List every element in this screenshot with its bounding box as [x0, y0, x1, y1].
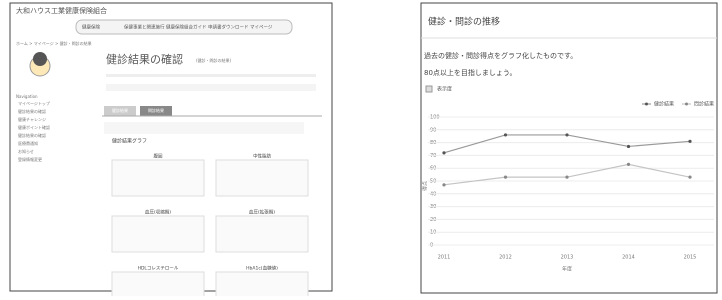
- nav-item[interactable]: 保健事業と関連施行: [124, 24, 165, 31]
- point: [627, 145, 630, 148]
- legend-marker: [645, 103, 648, 106]
- left-page: 大和ハウス工業健康保険組合 健康保険 保健事業と関連施行健康保険組合ガイド申請書ダ…: [10, 3, 332, 296]
- breadcrumb: ホーム > マイページ > 健診・問診の結果: [16, 40, 92, 46]
- mini-chart-frame: [112, 160, 204, 196]
- description: 80点以上を目指しましょう。: [424, 68, 517, 77]
- x-tick-label: 2011: [438, 255, 451, 261]
- mini-chart-title: 中性脂肪: [253, 153, 271, 160]
- page-subtitle: (健診・問診の結果): [196, 57, 232, 63]
- x-tick-label: 2015: [684, 255, 697, 261]
- sidebar-item[interactable]: 健診結果の確認: [18, 132, 46, 138]
- frame: [421, 3, 717, 293]
- mini-chart-frame: [216, 160, 308, 196]
- sidebar-item[interactable]: お知らせ: [18, 148, 34, 154]
- y-axis-label: 得点: [422, 181, 429, 191]
- panel-title: 健診・問診の推移: [428, 16, 500, 28]
- tab-label[interactable]: 問診結果: [148, 107, 164, 113]
- note: [104, 122, 304, 134]
- point: [504, 133, 507, 136]
- mini-chart-title: HDLコレステロール: [138, 266, 179, 272]
- sidebar-item[interactable]: 健康チャレンジ: [18, 116, 46, 122]
- legend-label[interactable]: 問診結果: [694, 101, 714, 108]
- page: 大和ハウス工業健康保険組合 健康保険 保健事業と関連施行健康保険組合ガイド申請書ダ…: [0, 0, 722, 296]
- point: [688, 176, 691, 179]
- x-tick-label: 2012: [499, 255, 512, 261]
- x-axis-label: 年度: [562, 266, 572, 273]
- point: [504, 176, 507, 179]
- point: [442, 151, 445, 154]
- mini-chart-title: 腹囲: [154, 153, 163, 160]
- screen: 大和ハウス工業健康保険組合 健康保険 保健事業と関連施行健康保険組合ガイド申請書ダ…: [0, 0, 722, 296]
- toggle-label[interactable]: 表示度: [437, 86, 452, 93]
- point: [627, 163, 630, 166]
- point: [442, 183, 445, 186]
- toggle-box[interactable]: [426, 86, 432, 92]
- description: 過去の健診・問診得点をグラフ化したものです。: [424, 51, 577, 60]
- graph-heading: 健診結果グラフ: [112, 138, 147, 145]
- point: [565, 176, 568, 179]
- point: [688, 140, 691, 143]
- mini-chart-title: 血圧(拡張期): [249, 209, 275, 216]
- sidebar-item[interactable]: 登録情報変更: [18, 156, 42, 162]
- x-tick-label: 2013: [561, 255, 574, 261]
- page-title: 健診結果の確認: [106, 52, 183, 66]
- mini-chart-frame: [216, 216, 308, 252]
- nav-item[interactable]: 健康保険組合ガイド: [166, 24, 207, 31]
- tab-label[interactable]: 健診結果: [112, 107, 128, 113]
- right-panel: 健診・問診の推移 過去の健診・問診得点をグラフ化したものです。 80点以上を目指…: [421, 3, 717, 293]
- x-tick-label: 2014: [622, 255, 635, 261]
- point: [565, 133, 568, 136]
- avatar-hair: [33, 52, 47, 66]
- sidebar-heading: Navigation: [16, 94, 38, 99]
- sidebar-item[interactable]: 健康ポイント確認: [18, 124, 50, 130]
- mini-chart-frame: [216, 272, 308, 296]
- legend-label[interactable]: 健診結果: [654, 101, 674, 108]
- nav-item[interactable]: 健康保険: [82, 24, 100, 31]
- info-bar: [106, 84, 316, 91]
- sidebar-item[interactable]: マイページトップ: [18, 100, 50, 106]
- mini-chart-frame: [112, 216, 204, 252]
- sidebar-item[interactable]: 健診結果の確認: [18, 108, 46, 114]
- sidebar-item[interactable]: 医療費通知: [18, 140, 38, 146]
- legend-marker: [685, 103, 688, 106]
- site-title: 大和ハウス工業健康保険組合: [16, 6, 107, 15]
- mini-chart-title: HbA1c(血糖値): [246, 265, 278, 272]
- mini-chart-frame: [112, 272, 204, 296]
- nav-item[interactable]: 申請書ダウンロード: [208, 24, 249, 31]
- mini-chart-title: 血圧(収縮期): [145, 209, 171, 216]
- intro-text: [106, 74, 316, 77]
- nav-item[interactable]: マイページ: [250, 25, 273, 31]
